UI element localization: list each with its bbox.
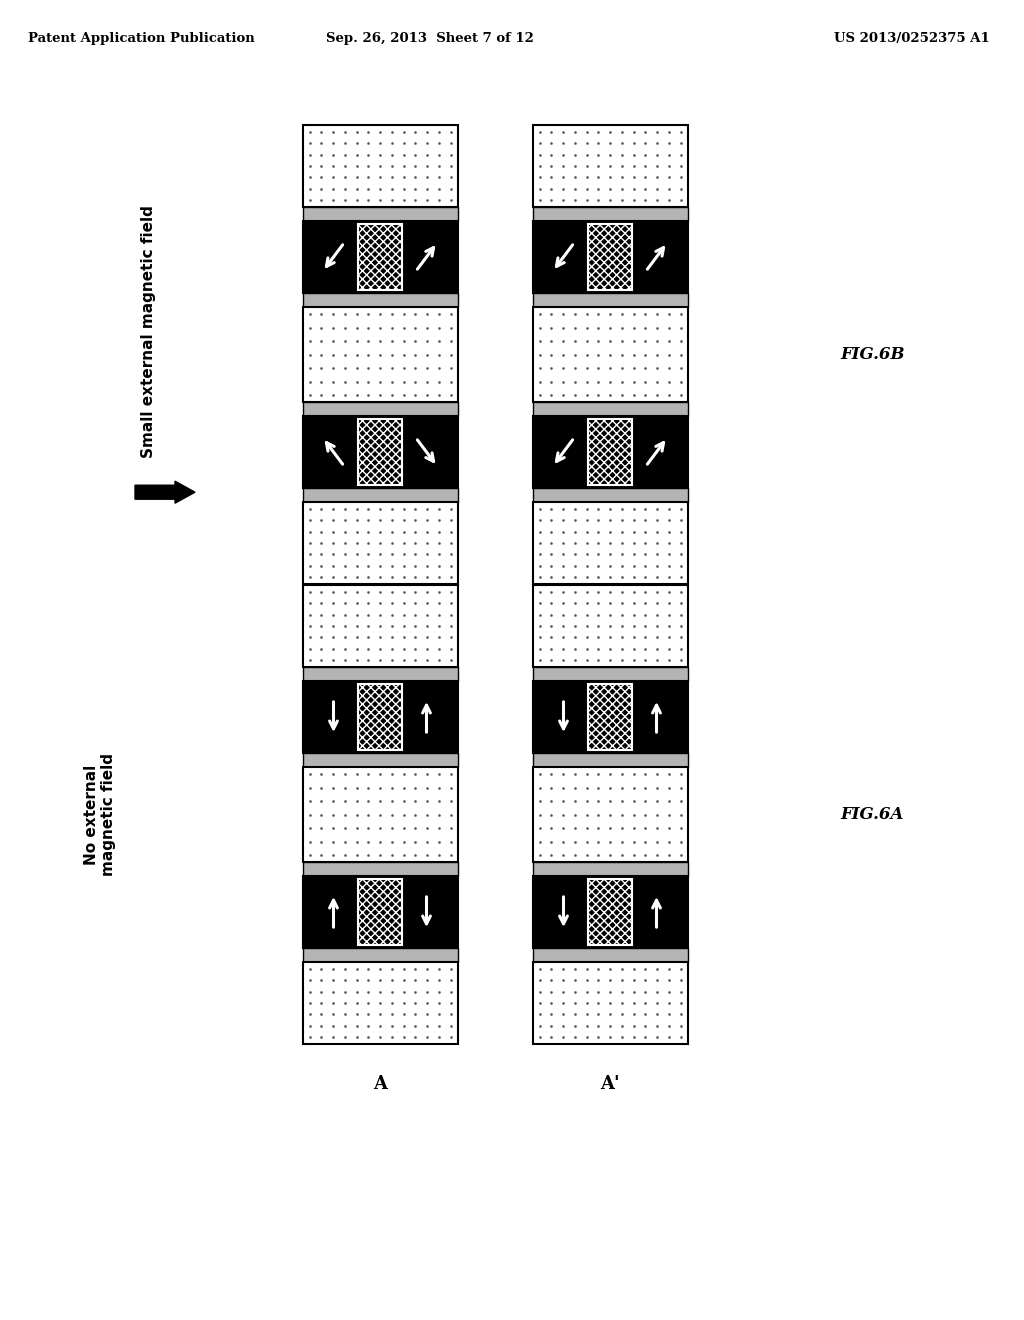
Bar [532,948,687,962]
Bar [532,220,687,293]
Bar [532,962,687,1044]
Bar [589,418,632,484]
Bar [589,879,632,945]
Bar [532,403,687,416]
Bar [302,681,458,752]
Bar [532,876,687,948]
Bar [302,308,458,403]
Bar [532,293,687,308]
Text: A': A' [600,1074,620,1093]
Bar [358,224,401,290]
Bar [532,207,687,220]
Bar [358,879,401,945]
Bar [358,418,401,484]
Bar [302,293,458,308]
FancyArrow shape [135,482,195,503]
Bar [302,488,458,502]
Bar [532,125,687,207]
Bar [532,502,687,583]
Bar [302,125,458,207]
Bar [589,879,632,945]
Bar [302,667,458,681]
Text: Small external magnetic field: Small external magnetic field [140,205,156,458]
Bar [532,681,687,752]
Bar [532,767,687,862]
Bar [589,224,632,290]
Bar [532,585,687,667]
Text: Sep. 26, 2013  Sheet 7 of 12: Sep. 26, 2013 Sheet 7 of 12 [326,32,534,45]
Bar [302,502,458,583]
Text: FIG.6A: FIG.6A [840,807,903,822]
Text: Patent Application Publication: Patent Application Publication [28,32,255,45]
Text: US 2013/0252375 A1: US 2013/0252375 A1 [835,32,990,45]
Bar [302,403,458,416]
Bar [358,684,401,750]
Bar [532,862,687,876]
Bar [358,418,401,484]
Bar [302,962,458,1044]
Bar [302,862,458,876]
Bar [302,948,458,962]
Text: No external
magnetic field: No external magnetic field [84,752,116,876]
Bar [532,308,687,403]
Text: FIG.6B: FIG.6B [840,346,904,363]
Bar [589,684,632,750]
Bar [532,416,687,488]
Bar [358,684,401,750]
Bar [589,684,632,750]
Bar [589,418,632,484]
Bar [302,767,458,862]
Bar [302,220,458,293]
Text: A: A [373,1074,387,1093]
Bar [532,667,687,681]
Bar [302,876,458,948]
Bar [589,224,632,290]
Bar [302,585,458,667]
Bar [532,752,687,767]
Bar [358,224,401,290]
Bar [302,416,458,488]
Bar [358,879,401,945]
Bar [302,207,458,220]
Bar [302,752,458,767]
Bar [532,488,687,502]
